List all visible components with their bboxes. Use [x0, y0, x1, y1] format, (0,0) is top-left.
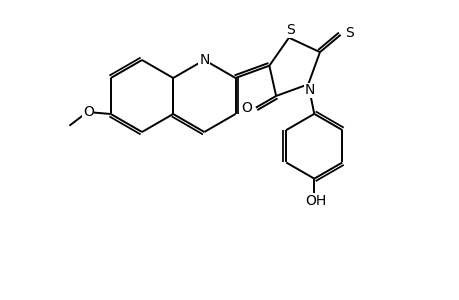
Text: S: S	[286, 23, 295, 38]
Text: N: N	[304, 83, 315, 97]
Text: S: S	[344, 26, 353, 40]
Text: N: N	[199, 53, 209, 67]
Text: O: O	[241, 101, 252, 115]
Text: OH: OH	[305, 194, 326, 208]
Text: O: O	[83, 105, 94, 119]
